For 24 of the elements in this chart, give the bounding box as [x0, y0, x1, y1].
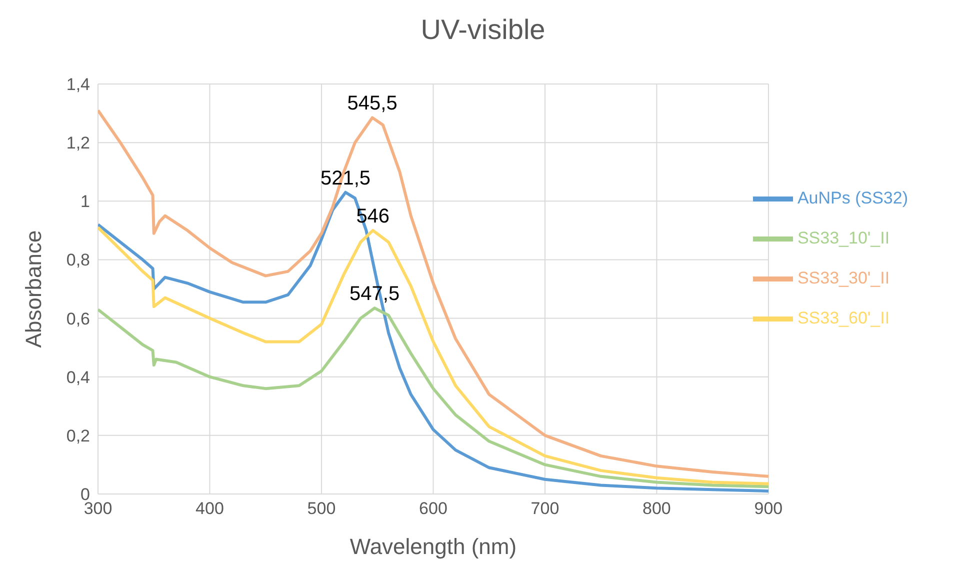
- annotation: 521,5: [320, 167, 371, 190]
- annotation: 545,5: [347, 92, 398, 115]
- legend-label: SS33_60'_II: [797, 308, 890, 328]
- x-axis-title: Wavelength (nm): [350, 534, 517, 559]
- y-tick-label: 1: [80, 192, 90, 212]
- x-tick-label: 500: [307, 499, 336, 518]
- x-tick-label: 600: [419, 499, 448, 518]
- line-series: [98, 306, 768, 488]
- x-tick-label: 900: [754, 499, 783, 518]
- x-tick-label: 400: [196, 499, 224, 518]
- x-tick-label: 300: [84, 499, 112, 518]
- legend-label: AuNPs (SS32): [797, 188, 908, 208]
- y-tick-label: 1,4: [66, 75, 90, 94]
- y-tick-label: 0,4: [66, 368, 90, 387]
- legend-label: SS33_10'_II: [797, 228, 890, 248]
- chart-title: UV-visible: [420, 13, 546, 47]
- y-tick-label: 0,2: [66, 426, 90, 446]
- x-tick-label: 700: [530, 499, 560, 518]
- y-tick-label: 0,6: [66, 309, 90, 328]
- x-tick-label: 800: [642, 499, 671, 518]
- y-tick-label: 0,8: [66, 250, 90, 270]
- y-axis-title: Absorbance: [20, 230, 46, 348]
- y-tick-label: 1,2: [66, 134, 90, 153]
- legend-label: SS33_30'_II: [797, 268, 890, 288]
